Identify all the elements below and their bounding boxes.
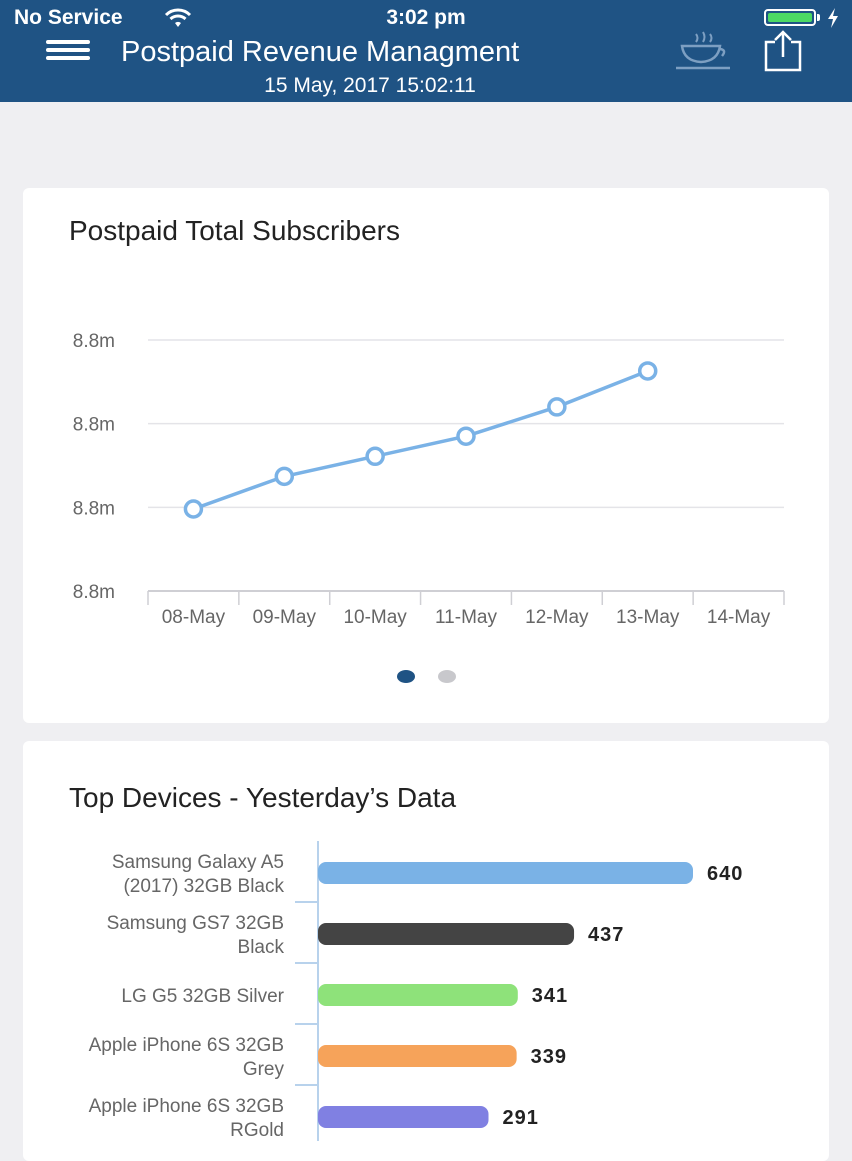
x-tick-label: 12-May: [525, 607, 589, 628]
bar: [318, 862, 693, 884]
data-point: [365, 446, 385, 467]
x-tick-label: 09-May: [253, 607, 317, 628]
data-point: [183, 499, 204, 519]
y-tick-label: 8.8m: [73, 582, 115, 603]
carrier-label: No Service: [14, 6, 123, 29]
bar: [318, 984, 518, 1006]
category-label: Grey: [243, 1059, 285, 1080]
page-indicator[interactable]: [23, 666, 829, 686]
battery-tip: [817, 14, 820, 21]
series-line: [192, 369, 649, 511]
share-icon[interactable]: [762, 30, 804, 74]
x-tick-label: 10-May: [343, 607, 407, 628]
category-label: Samsung GS7 32GB: [107, 913, 284, 934]
bar-value-label: 291: [503, 1107, 539, 1129]
bar-value-label: 339: [531, 1046, 567, 1068]
data-point: [637, 361, 658, 381]
y-tick-label: 8.8m: [73, 498, 115, 519]
category-label: RGold: [230, 1120, 284, 1141]
bar: [318, 1106, 489, 1128]
header-bar: No Service 3:02 pm Postpaid Revenue Mana…: [0, 0, 852, 102]
category-label: Samsung Galaxy A5: [112, 852, 284, 873]
report-timestamp: 15 May, 2017 15:02:11: [264, 74, 476, 97]
page-dot[interactable]: [437, 670, 456, 683]
category-label: Apple iPhone 6S 32GB: [89, 1096, 284, 1117]
bar-value-label: 437: [588, 924, 624, 946]
category-label: Black: [238, 937, 285, 958]
category-label: Apple iPhone 6S 32GB: [89, 1035, 284, 1056]
y-tick-label: 8.8m: [73, 415, 115, 436]
x-tick-label: 08-May: [162, 607, 226, 628]
page-dot-active[interactable]: [396, 670, 415, 683]
bar-value-label: 640: [707, 863, 743, 885]
top-devices-card: Top Devices - Yesterday’s Data Samsung G…: [23, 741, 829, 1161]
page-title: Postpaid Revenue Managment: [121, 36, 520, 68]
y-tick-label: 8.8m: [73, 331, 115, 352]
category-label: LG G5 32GB Silver: [121, 986, 284, 1007]
coffee-cup-icon[interactable]: [674, 30, 732, 72]
data-point: [274, 466, 295, 487]
subscribers-line-chart: 8.8m 8.8m 8.8m 8.8m 08-May 09-May 10-May 11-May…: [73, 331, 785, 628]
x-tick-label: 14-May: [707, 607, 771, 628]
menu-button[interactable]: [46, 40, 90, 62]
x-tick-label: 11-May: [435, 607, 497, 628]
wifi-icon: [164, 8, 192, 27]
category-label: (2017) 32GB Black: [123, 876, 284, 897]
bar: [318, 1045, 517, 1067]
data-point: [547, 397, 567, 417]
bar-value-label: 341: [532, 985, 568, 1007]
bar: [318, 923, 575, 945]
top-devices-chart-title: Top Devices - Yesterday’s Data: [69, 782, 457, 813]
data-point: [456, 426, 476, 446]
top-devices-bar-chart: Samsung Galaxy A5 (2017) 32GB Black 640 Sam…: [89, 841, 743, 1141]
subscribers-card[interactable]: Postpaid Total Subscribers 8.8m 8.8m 8.8m 8…: [23, 188, 829, 723]
status-time: 3:02 pm: [386, 6, 466, 29]
x-tick-label: 13-May: [616, 607, 680, 628]
battery-icon: [764, 9, 816, 26]
charging-bolt-icon: [828, 8, 838, 28]
subscribers-chart-title: Postpaid Total Subscribers: [69, 215, 400, 246]
